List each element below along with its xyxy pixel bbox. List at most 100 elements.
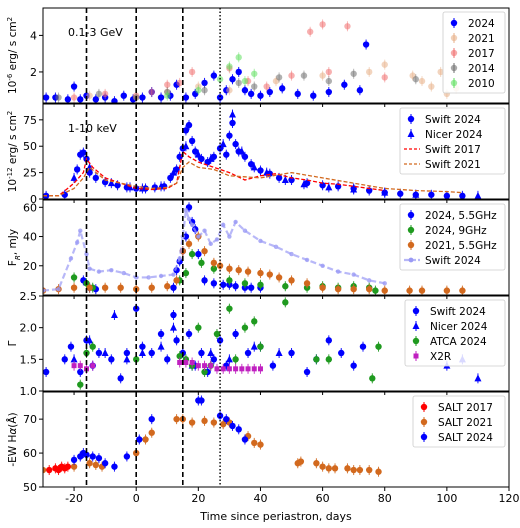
data-point <box>226 63 233 70</box>
data-point <box>87 266 92 271</box>
y-tick-label: 40 <box>23 231 37 244</box>
series-2024-5-5ghz <box>80 202 264 295</box>
data-point <box>210 356 218 363</box>
data-point <box>185 330 193 338</box>
data-point <box>235 79 242 87</box>
y-tick-label: 20 <box>23 260 37 273</box>
data-point <box>325 88 333 96</box>
data-point <box>289 251 294 257</box>
data-point <box>356 466 364 474</box>
data-point <box>201 247 208 255</box>
series-salt-2024 <box>70 395 249 472</box>
data-point <box>201 277 208 284</box>
data-point <box>226 132 233 139</box>
legend-marker <box>413 353 419 359</box>
data-point <box>210 419 218 426</box>
x-tick-label: 20 <box>191 492 205 505</box>
data-point <box>92 96 100 103</box>
series-swift-2021 <box>43 161 463 197</box>
y-tick-label: 2.0 <box>20 322 38 335</box>
data-point <box>158 273 164 279</box>
data-point <box>443 287 451 294</box>
data-point <box>350 70 357 77</box>
data-point <box>70 94 78 101</box>
data-point <box>170 311 177 319</box>
legend-label: SALT 2017 <box>438 402 493 414</box>
data-point <box>428 191 435 198</box>
legend-label: Swift 2024 <box>425 114 481 126</box>
data-point <box>319 21 326 28</box>
data-point <box>223 415 230 423</box>
data-point <box>73 166 81 173</box>
data-point <box>176 153 183 160</box>
data-point <box>202 363 208 369</box>
data-point <box>273 244 279 249</box>
data-point <box>219 140 227 148</box>
data-point <box>235 426 242 433</box>
data-point <box>226 305 233 312</box>
data-point <box>123 355 131 363</box>
legend: 2024, 5.5GHz 2024, 9GHz 2021, 5.5GHz Swift … <box>399 203 506 271</box>
panel-annotation: 1-10 keV <box>68 122 117 135</box>
data-point <box>207 154 215 162</box>
data-point <box>188 250 196 258</box>
series-atca-2024 <box>77 297 382 390</box>
x-tick-label: 0 <box>133 492 140 505</box>
data-point <box>207 349 215 356</box>
data-point <box>344 23 351 30</box>
data-point <box>227 234 232 239</box>
data-point <box>194 150 202 158</box>
y-tick-label: 75 <box>23 114 37 127</box>
data-point <box>139 343 146 350</box>
data-point <box>412 76 419 83</box>
legend-marker <box>450 79 458 87</box>
y-axis-label: 10-12 erg/ s cm2 <box>6 111 19 193</box>
data-point <box>216 412 224 419</box>
data-point <box>241 324 249 331</box>
data-point <box>70 173 78 181</box>
data-point <box>225 355 233 363</box>
panel-frame <box>42 199 510 296</box>
data-point <box>437 68 444 76</box>
panel-frame <box>42 7 510 104</box>
data-point <box>350 285 357 293</box>
data-point <box>148 88 155 96</box>
legend-label: 2024, 9GHz <box>425 225 487 237</box>
data-point <box>257 343 264 350</box>
data-point <box>90 363 96 369</box>
data-point <box>210 280 218 287</box>
data-point <box>233 366 239 372</box>
legend: Swift 2024 Nicer 2024 Swift 2017 Swift 2021 <box>399 107 506 175</box>
data-point <box>77 368 84 376</box>
y-axis-label: Γ <box>7 340 19 346</box>
data-point <box>282 283 289 290</box>
data-point <box>238 147 246 155</box>
data-point <box>418 287 426 294</box>
data-point <box>111 463 118 470</box>
data-point <box>70 355 78 363</box>
data-point <box>138 349 146 356</box>
data-point <box>257 366 263 372</box>
data-point <box>189 360 195 365</box>
data-point <box>300 180 308 188</box>
data-point <box>182 142 190 150</box>
legend-label: Nicer 2024 <box>425 129 483 141</box>
y-tick-label: 60 <box>23 447 37 460</box>
data-point <box>300 72 308 79</box>
panel-5-data <box>43 395 382 477</box>
data-point <box>142 436 149 443</box>
legend-marker <box>407 115 415 123</box>
data-point <box>164 283 171 290</box>
y-tick-label: 50 <box>23 481 37 494</box>
data-point <box>185 240 193 248</box>
data-point <box>229 119 236 127</box>
legend-marker <box>412 322 420 329</box>
series-2010 <box>164 52 258 101</box>
y-tick-label: 4 <box>30 29 37 42</box>
data-point <box>210 72 218 79</box>
data-point <box>223 151 230 158</box>
series-salt-2017 <box>46 461 72 476</box>
data-point <box>247 160 255 168</box>
y-tick-label: 50 <box>23 140 37 153</box>
